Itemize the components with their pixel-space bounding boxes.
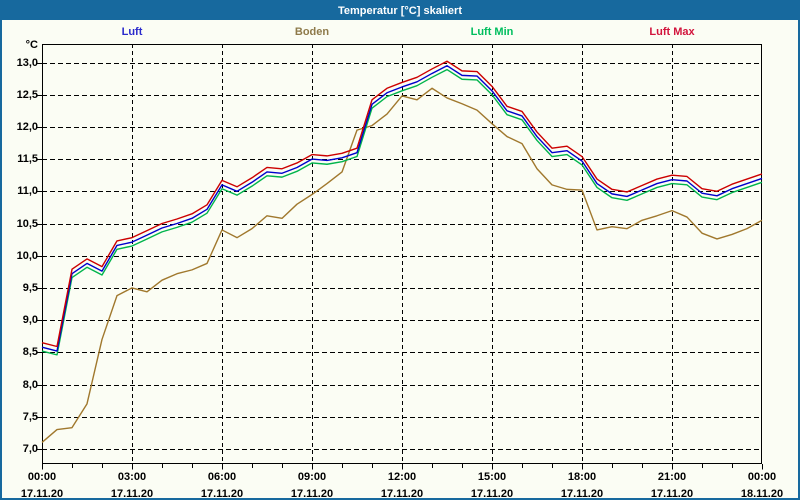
y-axis-label: 12,5 <box>16 88 38 101</box>
legend-item-luft: Luft <box>121 26 143 38</box>
x-tick-date: 17.11.20 <box>290 488 334 500</box>
x-tick-time: 00:00 <box>747 471 777 483</box>
title-bar[interactable]: Temperatur [°C] skaliert <box>2 2 798 20</box>
y-axis-label: 7,0 <box>22 442 38 455</box>
x-tick-time: 03:00 <box>117 471 147 483</box>
y-unit-label: °C <box>25 39 38 51</box>
y-axis-label: 7,5 <box>22 410 38 423</box>
series-luft-min <box>41 68 763 356</box>
y-axis-label: 13,0 <box>16 56 38 69</box>
y-axis-label: 12,0 <box>16 120 38 133</box>
chart-canvas <box>37 44 763 470</box>
window-title: Temperatur [°C] skaliert <box>337 5 462 17</box>
x-tick-time: 18:00 <box>567 471 597 483</box>
x-tick-time: 15:00 <box>477 471 507 483</box>
legend-item-luft-min: Luft Min <box>470 26 514 38</box>
y-axis-label: 8,0 <box>22 378 38 391</box>
x-tick-date: 17.11.20 <box>20 488 64 500</box>
y-axis-label: 11,5 <box>17 153 38 166</box>
x-tick-date: 17.11.20 <box>650 488 694 500</box>
x-tick-time: 12:00 <box>387 471 417 483</box>
legend: Luft Boden Luft Min Luft Max <box>42 25 762 40</box>
y-axis-label: 10,5 <box>16 217 38 230</box>
y-axis-label: 8,5 <box>22 346 38 359</box>
series-luft-max <box>41 60 763 348</box>
legend-item-luft-max: Luft Max <box>649 26 695 38</box>
x-tick-time: 00:00 <box>27 471 57 483</box>
x-tick-date: 17.11.20 <box>200 488 244 500</box>
x-tick-time: 09:00 <box>297 471 327 483</box>
y-axis-label: 9,5 <box>22 281 38 294</box>
series-luft <box>41 65 763 352</box>
x-tick-time: 06:00 <box>207 471 237 483</box>
y-axis-label: 11,0 <box>17 185 38 198</box>
series-boden <box>41 87 763 443</box>
x-tick-date: 18.11.20 <box>740 488 784 500</box>
legend-item-boden: Boden <box>294 26 330 38</box>
y-axis-label: 10,0 <box>16 249 38 262</box>
x-tick-date: 17.11.20 <box>470 488 514 500</box>
y-axis-label: 9,0 <box>22 314 38 327</box>
plot-border <box>42 44 762 464</box>
x-tick-date: 17.11.20 <box>380 488 424 500</box>
x-tick-date: 17.11.20 <box>110 488 154 500</box>
x-tick-time: 21:00 <box>657 471 687 483</box>
x-tick-date: 17.11.20 <box>560 488 604 500</box>
